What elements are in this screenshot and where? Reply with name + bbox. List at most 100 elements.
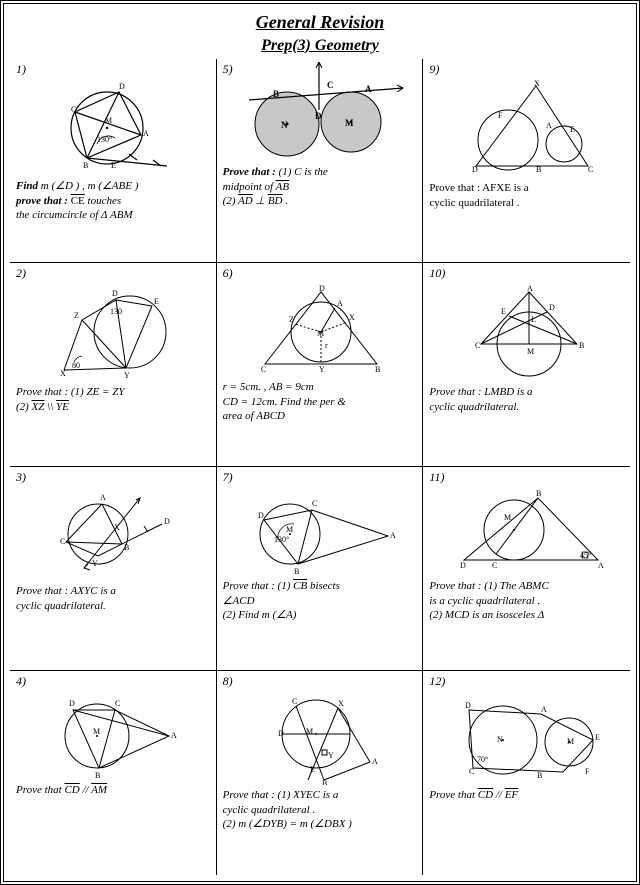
fig-2: D E Z X Y 80 130 (16, 282, 212, 382)
svg-text:E: E (310, 765, 315, 774)
fig-12: D A E C B F N M 70° (429, 690, 626, 785)
cell-6: 6) D C B Y Z (217, 263, 424, 467)
text-6: r = 5cm. , AB = 9cm CD = 12cm. Find the … (223, 380, 419, 425)
svg-text:F: F (498, 111, 503, 120)
cell-4: 4) D C A B M (10, 671, 217, 875)
text-2: Prove that : (1) ZE = ZY (2) XZ \\ YE (16, 385, 212, 416)
text-5: Prove that : (1) C is the midpoint of AB… (223, 165, 419, 210)
num-8: 8) (223, 674, 419, 689)
fig-1: D A C B E M 130° (16, 78, 212, 176)
text-3: Prove that : AXYC is a cyclic quadrilate… (16, 584, 212, 615)
svg-text:C: C (469, 767, 474, 776)
cell-9: 9) X D C F A E B (423, 59, 630, 263)
svg-text:X: X (114, 523, 120, 532)
svg-text:D: D (315, 111, 322, 121)
num-5: 5) (223, 62, 233, 77)
svg-text:r: r (325, 341, 328, 350)
num-2: 2) (16, 266, 212, 281)
svg-text:X: X (60, 369, 66, 378)
svg-text:B: B (536, 165, 541, 174)
svg-text:A: A (390, 531, 396, 540)
svg-text:E: E (154, 297, 159, 306)
svg-text:D: D (319, 284, 325, 293)
svg-text:D: D (164, 517, 170, 526)
fig-11: B D A C M 45° (429, 486, 626, 576)
svg-text:D: D (465, 701, 471, 710)
cell-10: 10) A C B M E (423, 263, 630, 467)
cell-7: 7) D C A B M 130° (217, 467, 424, 671)
fig-5: B C A D N M (223, 62, 419, 162)
text-4: Prove that CD // AM (16, 783, 212, 799)
svg-text:A: A (527, 284, 533, 293)
svg-text:B: B (273, 89, 279, 99)
svg-text:D: D (278, 729, 284, 738)
svg-text:D: D (112, 289, 118, 298)
svg-text:B: B (537, 771, 542, 780)
svg-text:A: A (171, 731, 177, 740)
svg-text:130°: 130° (274, 535, 289, 544)
svg-text:C: C (475, 341, 480, 350)
svg-text:X: X (349, 313, 355, 322)
worksheet-page: General Revision Prep(3) Geometry 1) (0, 0, 640, 885)
svg-text:A: A (143, 129, 149, 138)
svg-text:C: C (261, 365, 266, 374)
num-1: 1) (16, 62, 212, 77)
svg-text:D: D (472, 165, 478, 174)
num-11: 11) (429, 470, 626, 485)
num-4: 4) (16, 674, 212, 689)
svg-text:M: M (93, 727, 100, 736)
svg-text:A: A (541, 705, 547, 714)
cell-1: 1) D A C B (10, 59, 217, 263)
svg-text:N: N (497, 735, 503, 744)
svg-text:Y: Y (328, 751, 334, 760)
svg-text:F: F (585, 767, 590, 776)
svg-text:D: D (119, 82, 125, 91)
cell-12: 12) D A E C B F N (423, 671, 630, 875)
svg-text:80: 80 (72, 361, 80, 370)
svg-text:A: A (100, 493, 106, 502)
text-8: Prove that : (1) XYEC is a cyclic quadri… (223, 788, 419, 833)
title-main: General Revision (10, 12, 630, 34)
title-sub: Prep(3) Geometry (10, 36, 630, 55)
cell-2: 2) D E Z X Y (10, 263, 217, 467)
svg-text:E: E (501, 307, 506, 316)
svg-text:C: C (312, 499, 317, 508)
svg-text:M: M (306, 727, 313, 736)
svg-text:M: M (286, 525, 293, 534)
text-10: Prove that : LMBD is a cyclic quadrilate… (429, 385, 626, 416)
svg-text:70°: 70° (477, 755, 488, 764)
svg-text:D: D (258, 511, 264, 520)
svg-text:M: M (504, 513, 511, 522)
text-7: Prove that : (1) CB bisects ∠ACD (2) Fin… (223, 579, 419, 624)
fig-7: D C A B M 130° (223, 486, 419, 576)
num-7: 7) (223, 470, 419, 485)
svg-text:C: C (71, 105, 76, 114)
text-9: Prove that : AFXE is a cyclic quadrilate… (429, 181, 626, 212)
num-6: 6) (223, 266, 419, 281)
svg-text:X: X (534, 79, 540, 88)
svg-text:N: N (281, 120, 288, 130)
svg-text:D: D (69, 699, 75, 708)
svg-text:D: D (549, 303, 555, 312)
svg-text:B: B (95, 771, 100, 780)
svg-text:Y: Y (319, 365, 325, 374)
problem-grid: 1) D A C B (10, 59, 630, 875)
cell-3: 3) A C Y (10, 467, 217, 671)
svg-text:M: M (527, 347, 534, 356)
cell-11: 11) B D A C M 45° (423, 467, 630, 671)
svg-text:B: B (536, 489, 541, 498)
fig-9: X D C F A E B (429, 78, 626, 178)
cell-8: 8) C X D M (217, 671, 424, 875)
fig-6: D C B Y Z X A M r (223, 282, 419, 377)
svg-text:M: M (317, 329, 324, 338)
svg-text:C: C (60, 537, 65, 546)
svg-text:Y: Y (124, 371, 130, 380)
num-9: 9) (429, 62, 626, 77)
svg-text:A: A (546, 121, 552, 130)
num-10: 10) (429, 266, 626, 281)
svg-text:C: C (492, 561, 497, 570)
svg-text:B: B (83, 161, 88, 170)
num-3: 3) (16, 470, 212, 485)
cell-5: 5) B (217, 59, 424, 263)
svg-text:A: A (337, 299, 343, 308)
